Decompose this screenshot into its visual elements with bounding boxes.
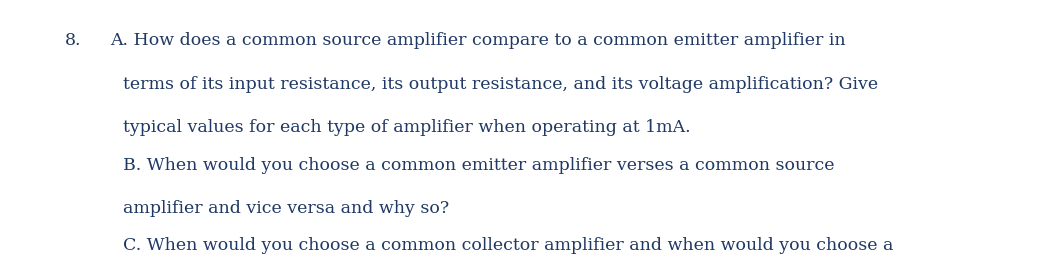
Text: B. When would you choose a common emitter amplifier verses a common source: B. When would you choose a common emitte… <box>123 157 835 174</box>
Text: terms of its input resistance, its output resistance, and its voltage amplificat: terms of its input resistance, its outpu… <box>123 76 879 93</box>
Text: 8.: 8. <box>65 32 82 49</box>
Text: typical values for each type of amplifier when operating at 1mA.: typical values for each type of amplifie… <box>123 119 691 136</box>
Text: C. When would you choose a common collector amplifier and when would you choose : C. When would you choose a common collec… <box>123 237 893 254</box>
Text: amplifier and vice versa and why so?: amplifier and vice versa and why so? <box>123 200 450 217</box>
Text: A. How does a common source amplifier compare to a common emitter amplifier in: A. How does a common source amplifier co… <box>110 32 845 49</box>
